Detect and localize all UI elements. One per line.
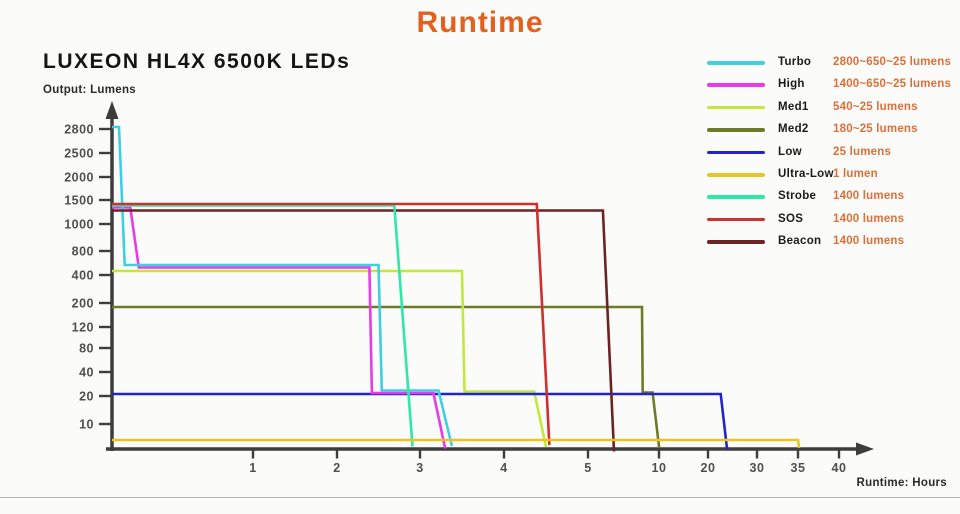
series-line-med1 [112, 269, 548, 448]
page-title: Runtime [416, 6, 544, 39]
y-tick-label: 200 [72, 297, 94, 311]
legend-label: Med1 [778, 100, 809, 113]
y-tick-label: 20 [79, 390, 94, 404]
legend-row-med2: Med2 180~25 lumens [705, 119, 955, 141]
legend-swatch-icon [707, 128, 765, 132]
legend-label: Low [778, 145, 802, 158]
series-line-low [112, 392, 729, 450]
legend-value: 1400 lumens [833, 212, 905, 225]
y-tick-label: 40 [79, 366, 94, 380]
legend-label: Turbo [778, 56, 812, 68]
series-line-strobe [112, 204, 414, 447]
y-tick-label: 1500 [64, 194, 94, 208]
y-tick-label: 2000 [64, 171, 94, 185]
chart-legend: Turbo 2800~650~25 lumens High 1400~650~25 l… [705, 52, 955, 254]
legend-swatch-icon [707, 105, 765, 110]
legend-row-strobe: Strobe 1400 lumens [705, 186, 955, 208]
legend-swatch-icon [707, 195, 765, 199]
legend-swatch-icon [707, 61, 765, 65]
y-tick-label: 1000 [64, 218, 94, 232]
legend-swatch-icon [707, 83, 765, 87]
legend-row-sos: SOS 1400 lumens [705, 209, 955, 231]
x-tick-label: 20 [701, 461, 716, 475]
page-divider-line [0, 497, 960, 498]
y-tick-label: 800 [72, 245, 94, 259]
legend-value: 180~25 lumens [833, 123, 918, 136]
series-line-turbo [112, 125, 454, 447]
legend-row-med1: Med1 540~25 lumens [705, 97, 955, 119]
y-tick-label: 10 [79, 418, 94, 432]
legend-swatch-icon [707, 217, 765, 222]
legend-value: 1400 lumens [833, 235, 905, 248]
chart-subtitle: LUXEON HL4X 6500K LEDs [43, 50, 351, 73]
legend-value: 1 lumen [833, 167, 878, 180]
x-tick-label: 40 [832, 461, 847, 475]
legend-row-ultra-low: Ultra-Low 1 lumen [705, 164, 955, 186]
y-tick-label: 2800 [64, 123, 94, 137]
legend-value: 2800~650~25 lumens [833, 56, 952, 68]
legend-label: Med2 [778, 123, 809, 136]
y-axis-label: Output: Lumens [43, 84, 136, 96]
x-tick-label: 1 [249, 461, 256, 475]
x-tick-label: 3 [416, 461, 423, 475]
y-axis-arrow-icon [105, 101, 119, 119]
legend-value: 25 lumens [833, 145, 892, 158]
x-tick-label: 4 [500, 461, 507, 475]
legend-row-high: High 1400~650~25 lumens [705, 74, 955, 96]
legend-swatch-icon [707, 150, 765, 155]
series-line-beacon [112, 209, 616, 452]
legend-value: 540~25 lumens [833, 100, 918, 113]
series-line-med2 [112, 305, 661, 449]
legend-row-low: Low 25 lumens [705, 142, 955, 164]
y-tick-label: 120 [72, 321, 94, 335]
legend-swatch-icon [707, 172, 765, 177]
legend-label: Strobe [778, 190, 817, 203]
x-tick-label: 30 [750, 461, 765, 475]
legend-label: High [778, 78, 805, 91]
y-tick-label: 80 [79, 342, 94, 356]
legend-swatch-icon [707, 240, 765, 244]
legend-row-turbo: Turbo 2800~650~25 lumens [705, 52, 955, 74]
legend-label: Beacon [778, 235, 822, 248]
x-axis-arrow-icon [856, 442, 874, 456]
series-line-sos [112, 202, 551, 446]
x-tick-label: 35 [791, 461, 806, 475]
series-line-ultra-low [112, 438, 801, 449]
legend-value: 1400 lumens [833, 190, 905, 203]
x-tick-label: 2 [333, 461, 340, 475]
y-tick-label: 400 [72, 269, 94, 283]
legend-value: 1400~650~25 lumens [833, 78, 952, 91]
x-tick-label: 10 [652, 461, 667, 475]
y-tick-label: 2500 [64, 147, 94, 161]
x-tick-label: 5 [584, 461, 591, 475]
x-axis-label: Runtime: Hours [856, 477, 947, 489]
legend-label: SOS [778, 212, 804, 225]
legend-label: Ultra-Low [778, 167, 834, 180]
series-line-high [112, 206, 447, 449]
legend-row-beacon: Beacon 1400 lumens [705, 231, 955, 253]
